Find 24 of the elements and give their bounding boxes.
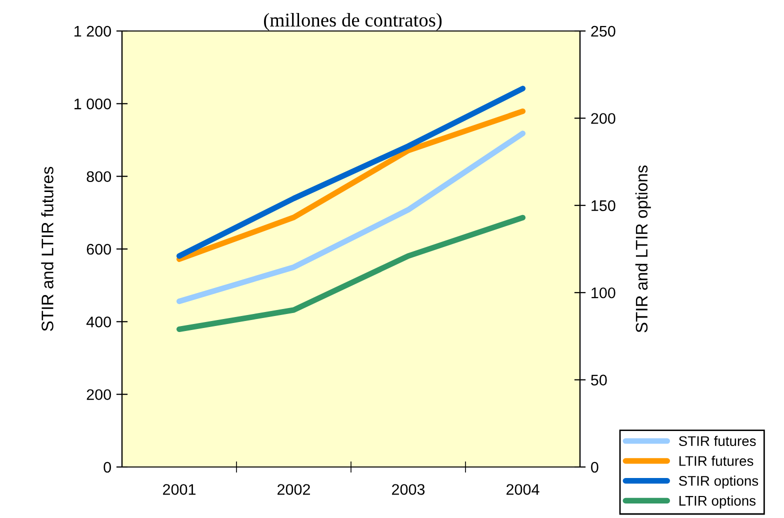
y2-tick-label: 0 [591,462,598,473]
y-tick-label: 1 000 [74,98,111,110]
x-tick-label: 2002 [278,484,310,495]
legend-label: LTIR options [679,495,756,508]
y-tick-label: 400 [86,316,111,328]
x-tick-label: 2004 [506,484,540,495]
y-tick-label: 0 [104,462,111,473]
legend-label: STIR options [678,476,758,489]
y2-tick-label: 250 [591,26,616,37]
y2-tick-label: 100 [592,287,616,298]
y2-tick-label: 200 [591,113,616,124]
y2-tick-label: 50 [591,374,607,386]
y2-tick-label: 150 [592,200,616,212]
y-axis-title: STIR and LTIR futures [41,166,54,331]
chart-title: (millones de contratos) [264,12,442,31]
x-tick-label: 2001 [163,484,196,495]
y2-axis-title: STIR and LTIR options [635,165,651,332]
y-tick-label: 1 200 [74,26,111,37]
legend-label: STIR futures [678,436,756,446]
y-tick-label: 600 [86,244,111,255]
legend-label: LTIR futures [679,456,754,466]
y-tick-label: 200 [86,389,111,400]
x-tick-label: 2003 [392,484,425,495]
y-tick-label: 800 [86,171,111,182]
